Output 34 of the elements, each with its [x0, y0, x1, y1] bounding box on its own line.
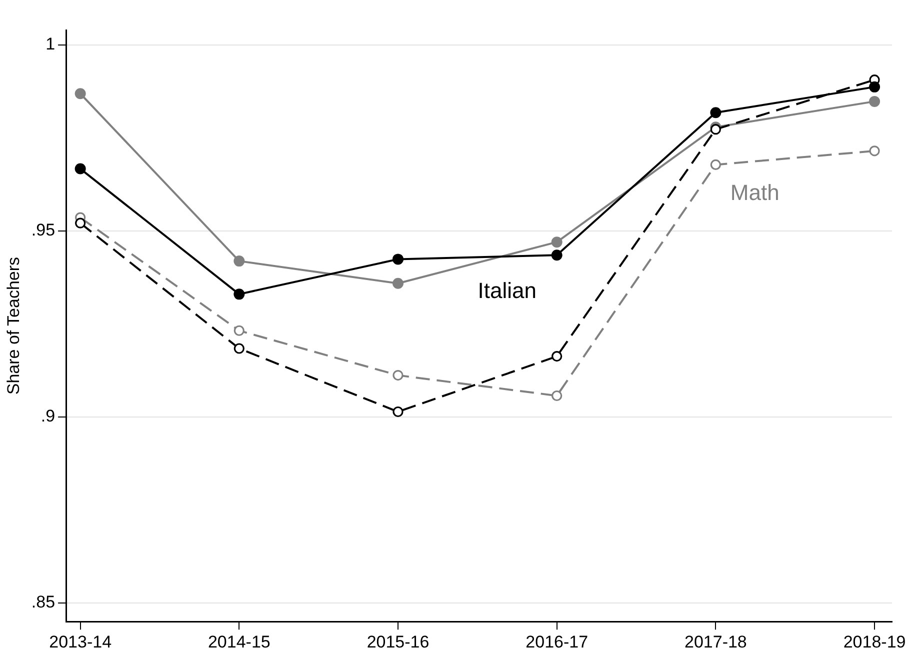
- x-tick-label: 2018-19: [843, 632, 906, 652]
- point: [392, 278, 404, 289]
- point: [234, 325, 244, 336]
- point: [551, 236, 562, 248]
- point: [710, 124, 721, 135]
- x-tick-label: 2017-18: [684, 632, 747, 652]
- point: [234, 343, 244, 354]
- point: [74, 88, 86, 100]
- point: [869, 146, 880, 156]
- point: [869, 81, 880, 92]
- y-tick-label: 1: [46, 34, 56, 54]
- point: [74, 163, 86, 174]
- point: [710, 159, 721, 170]
- point: [392, 254, 404, 265]
- point: [869, 96, 880, 107]
- x-tick-label: 2013-14: [49, 632, 112, 652]
- y-axis-title: Share of Teachers: [4, 256, 23, 395]
- point: [234, 256, 245, 267]
- point: [392, 406, 404, 418]
- y-tick-label: .95: [31, 220, 56, 240]
- point: [552, 390, 562, 402]
- x-tick-label: 2015-16: [366, 632, 430, 652]
- y-tick-label: .9: [40, 406, 56, 426]
- point: [392, 370, 404, 381]
- x-tick-label: 2014-15: [208, 632, 270, 652]
- point: [234, 288, 245, 300]
- y-tick-label: .85: [31, 592, 56, 612]
- point: [552, 351, 562, 362]
- annotation: Italian: [478, 278, 536, 304]
- point: [551, 250, 562, 261]
- x-tick-label: 2016-17: [526, 632, 588, 652]
- point: [710, 107, 722, 118]
- point: [75, 218, 86, 228]
- annotation: Math: [730, 180, 780, 205]
